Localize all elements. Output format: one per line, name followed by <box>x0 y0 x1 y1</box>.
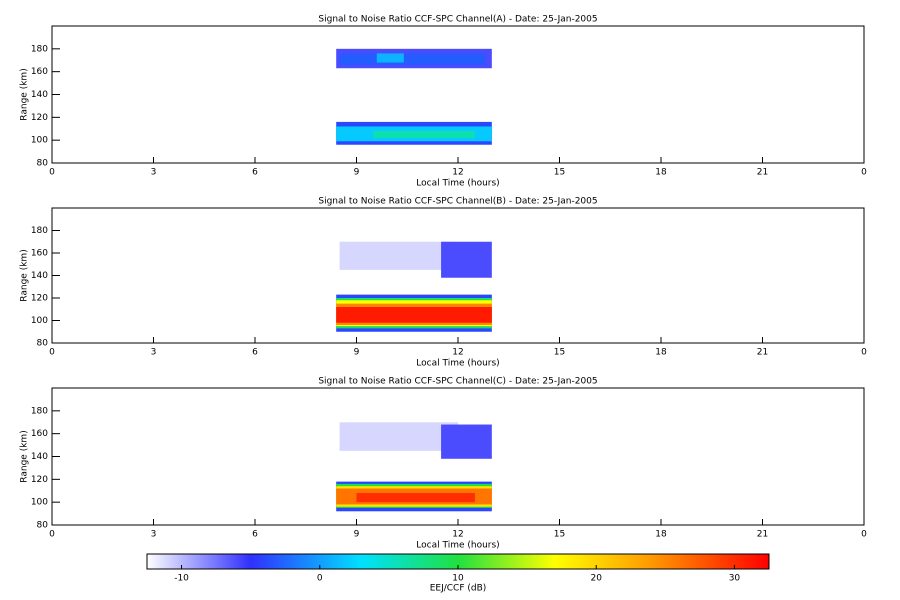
y-tick-label: 140 <box>31 271 48 281</box>
y-tick-label: 120 <box>31 475 48 485</box>
colorbar-label: EEJ/CCF (dB) <box>430 584 487 594</box>
colorbar-tick-label: 10 <box>452 574 464 584</box>
colorbar-tick-label: 20 <box>590 574 602 584</box>
x-tick-label: 15 <box>554 168 565 178</box>
y-tick-label: 160 <box>31 67 48 77</box>
x-tick-label: 0 <box>49 530 55 540</box>
x-tick-label: 6 <box>252 168 258 178</box>
x-tick-label: 21 <box>757 348 768 358</box>
x-tick-label: 6 <box>252 348 258 358</box>
heat-cell <box>336 307 492 323</box>
y-tick-label: 100 <box>31 136 48 146</box>
heat-cell <box>373 131 475 138</box>
y-tick-label: 140 <box>31 90 48 100</box>
heat-cell <box>441 424 492 459</box>
heat-cell <box>339 53 486 65</box>
x-tick-label: 18 <box>655 168 667 178</box>
y-tick-label: 80 <box>37 521 49 531</box>
y-axis-label: Range (km) <box>20 430 30 482</box>
y-tick-label: 180 <box>31 406 48 416</box>
y-tick-label: 180 <box>31 226 48 236</box>
y-tick-label: 140 <box>31 452 48 462</box>
y-tick-label: 120 <box>31 294 48 304</box>
heat-cell <box>441 241 492 278</box>
y-axis-label: Range (km) <box>20 68 30 120</box>
y-tick-label: 180 <box>31 44 48 54</box>
heat-cell <box>339 422 458 451</box>
x-axis-label: Local Time (hours) <box>416 359 499 369</box>
y-tick-label: 160 <box>31 249 48 259</box>
y-tick-label: 80 <box>37 339 49 349</box>
x-tick-label: 18 <box>655 530 667 540</box>
x-tick-label: 6 <box>252 530 258 540</box>
x-tick-label: 12 <box>452 530 463 540</box>
panel-title: Signal to Noise Ratio CCF-SPC Channel(A)… <box>318 15 597 25</box>
x-tick-label: 15 <box>554 348 565 358</box>
colorbar-tick-label: 0 <box>317 574 323 584</box>
x-tick-label: 9 <box>354 348 360 358</box>
heat-cell <box>356 493 475 503</box>
y-tick-label: 160 <box>31 429 48 439</box>
x-tick-label: 12 <box>452 348 463 358</box>
y-tick-label: 100 <box>31 498 48 508</box>
x-tick-label: 3 <box>151 530 157 540</box>
y-tick-label: 120 <box>31 113 48 123</box>
x-tick-label: 3 <box>151 168 157 178</box>
colorbar-tick-label: 30 <box>729 574 741 584</box>
x-tick-label: 21 <box>757 530 768 540</box>
x-tick-label: 9 <box>354 168 360 178</box>
x-tick-label: 12 <box>452 168 463 178</box>
x-tick-label: 15 <box>554 530 565 540</box>
x-tick-label: 0 <box>49 168 55 178</box>
x-axis-label: Local Time (hours) <box>416 541 499 551</box>
heat-cell <box>339 241 458 270</box>
x-axis-label: Local Time (hours) <box>416 179 499 189</box>
y-tick-label: 80 <box>37 159 49 169</box>
x-tick-label: 21 <box>757 168 768 178</box>
x-tick-label: 0 <box>49 348 55 358</box>
y-axis-label: Range (km) <box>20 249 30 301</box>
x-tick-label: 3 <box>151 348 157 358</box>
y-tick-label: 100 <box>31 316 48 326</box>
x-tick-label: 0 <box>861 168 867 178</box>
panel-title: Signal to Noise Ratio CCF-SPC Channel(B)… <box>318 197 597 207</box>
x-tick-label: 18 <box>655 348 667 358</box>
x-tick-label: 9 <box>354 530 360 540</box>
colorbar-tick-label: -10 <box>174 574 189 584</box>
heat-cell <box>376 53 404 63</box>
x-tick-label: 0 <box>861 348 867 358</box>
panel-title: Signal to Noise Ratio CCF-SPC Channel(C)… <box>318 377 597 387</box>
x-tick-label: 0 <box>861 530 867 540</box>
